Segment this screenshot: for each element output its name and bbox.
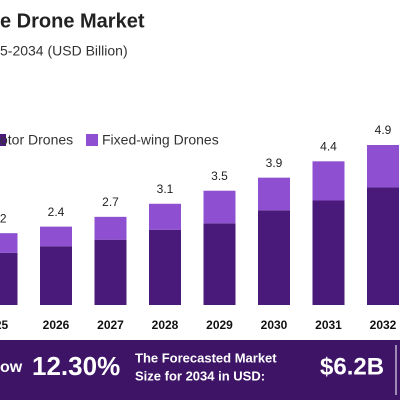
bar-segment bbox=[149, 229, 181, 305]
banner-left: ow bbox=[0, 359, 23, 376]
x-tick-label: 2030 bbox=[261, 318, 288, 332]
x-tick-label: 2032 bbox=[370, 318, 397, 332]
chart-title: e Drone Market bbox=[0, 10, 145, 32]
bar-segment bbox=[203, 190, 236, 224]
bar-segment bbox=[0, 233, 18, 253]
bar-segment bbox=[312, 200, 345, 305]
bar-segment bbox=[258, 210, 290, 305]
bar-segment bbox=[203, 223, 236, 305]
total-label: 2.7 bbox=[102, 195, 119, 209]
legend-swatch bbox=[0, 134, 6, 146]
banner-text: The Forecasted Market bbox=[135, 350, 277, 365]
banner-amount: $6.2B bbox=[320, 353, 384, 380]
total-label: 3.9 bbox=[266, 156, 283, 170]
total-label: 4.9 bbox=[375, 123, 392, 137]
banner bbox=[0, 340, 400, 400]
total-label: 4.4 bbox=[320, 139, 337, 153]
x-tick-label: 2027 bbox=[97, 318, 124, 332]
chart-subtitle: 5-2034 (USD Billion) bbox=[0, 43, 128, 59]
total-label: 3.5 bbox=[211, 169, 228, 183]
x-tick-label: 2029 bbox=[206, 318, 233, 332]
bar-segment bbox=[94, 239, 127, 305]
legend-swatch bbox=[86, 134, 98, 146]
bar-segment bbox=[40, 226, 72, 247]
bar-segment bbox=[258, 177, 290, 211]
bar-segment bbox=[94, 216, 127, 240]
bar-segment bbox=[149, 203, 181, 230]
bar-segment bbox=[312, 161, 345, 201]
banner-rate: 12.30% bbox=[32, 351, 120, 381]
total-label: 3.1 bbox=[157, 182, 174, 196]
x-tick-label: 2031 bbox=[315, 318, 342, 332]
total-label: 2.4 bbox=[48, 205, 65, 219]
bar-segment bbox=[0, 252, 18, 305]
x-tick-label: 2026 bbox=[43, 318, 70, 332]
x-tick-label: 25 bbox=[0, 318, 8, 332]
banner-text: Size for 2034 in USD: bbox=[135, 368, 265, 383]
total-label: .2 bbox=[0, 211, 7, 225]
bar-segment bbox=[367, 187, 399, 305]
legend-label: otor Drones bbox=[0, 132, 73, 148]
bar-segment bbox=[367, 145, 399, 188]
legend-label: Fixed-wing Drones bbox=[102, 132, 219, 148]
x-tick-label: 2028 bbox=[152, 318, 179, 332]
bar-segment bbox=[40, 246, 72, 305]
